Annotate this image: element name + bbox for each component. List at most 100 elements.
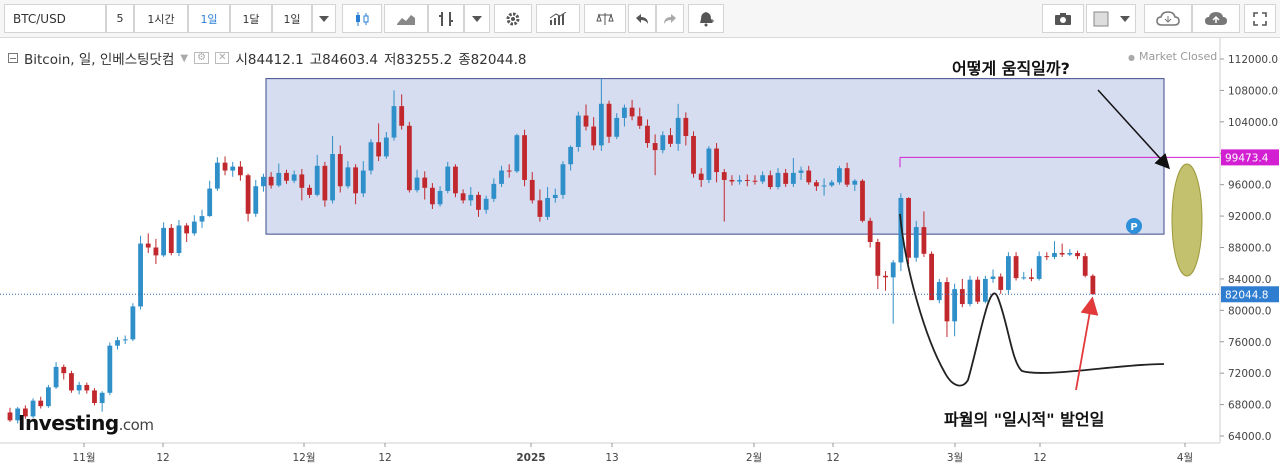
x-tick-label: 12월 (292, 452, 315, 464)
candle (468, 187, 474, 206)
settings-small-icon[interactable]: ⚙ (194, 52, 210, 64)
collapse-icon[interactable] (8, 53, 18, 63)
candle (376, 123, 382, 162)
candle (837, 165, 842, 185)
candle (1013, 252, 1019, 281)
x-tick-label: 12 (378, 452, 391, 464)
candle (1067, 249, 1073, 257)
chevron-down-icon[interactable] (464, 4, 490, 33)
interval-1h[interactable]: 1시간 (134, 4, 188, 33)
candle (145, 233, 151, 253)
area-chart-icon[interactable] (384, 4, 428, 33)
interval-5[interactable]: 5 (106, 4, 134, 33)
candle (737, 175, 742, 185)
interval-1month[interactable]: 1달 (230, 4, 272, 33)
candle (422, 171, 428, 200)
candle (614, 113, 620, 140)
chevron-down-icon[interactable]: ▼ (180, 52, 189, 64)
interval-dropdown[interactable]: 1일 (272, 4, 312, 33)
legend-high: 고84603.4 (309, 52, 378, 68)
candle (46, 384, 51, 408)
candle (760, 171, 766, 184)
candle (721, 168, 727, 222)
investing-logo: Investing.com (18, 411, 154, 435)
candle (698, 168, 704, 188)
candle (84, 382, 90, 394)
cloud-download-icon[interactable] (1144, 4, 1192, 33)
candle (591, 117, 597, 151)
candle (245, 173, 251, 222)
candle (598, 78, 604, 151)
chevron-down-icon[interactable] (312, 4, 336, 33)
candle (115, 337, 120, 350)
candle (913, 220, 919, 262)
y-tick-label: 92000.0 (1228, 211, 1271, 223)
arrow-red (1075, 296, 1099, 391)
candle (499, 165, 504, 188)
candle (138, 235, 143, 310)
cloud-upload-icon[interactable] (1192, 4, 1240, 33)
candle (92, 388, 97, 406)
candle (606, 100, 612, 144)
candle (929, 251, 934, 301)
fullscreen-icon[interactable] (1244, 4, 1276, 33)
candle (261, 173, 266, 192)
x-tick-label: 12 (826, 452, 839, 464)
x-tick-label: 2월 (746, 452, 762, 464)
candle (1052, 241, 1057, 260)
candle (491, 178, 497, 202)
candle (806, 165, 812, 185)
indicators-icon[interactable] (536, 4, 580, 33)
alert-bell-icon[interactable] (688, 4, 724, 33)
candle (729, 175, 735, 186)
close-small-icon[interactable]: ✕ (215, 52, 230, 64)
price-chart[interactable]: P 64000.0 68000.0 72000.0 76000.0 80000.0 840… (0, 38, 1280, 468)
candle (476, 191, 481, 217)
candle (952, 283, 958, 337)
chart-legend: Bitcoin, 일, 인베스팅닷컴 ▼ ⚙ ✕ 시84412.1 고84603… (8, 48, 526, 68)
redo-icon[interactable] (656, 4, 684, 33)
candle (184, 223, 190, 243)
candle (453, 164, 458, 198)
legend-title: Bitcoin, 일, 인베스팅닷컴 (24, 52, 175, 68)
color-picker[interactable] (1086, 4, 1136, 33)
compare-scale-icon[interactable] (584, 4, 626, 33)
camera-icon[interactable] (1042, 4, 1084, 33)
interval-1d[interactable]: 1일 (188, 4, 230, 33)
candle (399, 94, 405, 130)
candle (514, 133, 520, 173)
y-axis: 64000.0 68000.0 72000.0 76000.0 80000.0 84000… (0, 38, 1279, 444)
candle (545, 187, 550, 221)
candle (706, 146, 712, 184)
candle (38, 396, 44, 409)
candle (1082, 252, 1088, 278)
candle (568, 145, 574, 171)
candle (683, 112, 689, 146)
candle (268, 172, 274, 189)
candle (583, 104, 589, 131)
candle (15, 406, 21, 424)
candle (161, 222, 166, 257)
y-tick-label: 104000.0 (1228, 117, 1278, 129)
candlestick-icon[interactable] (342, 4, 382, 33)
candle (61, 364, 67, 380)
candle (944, 277, 950, 338)
candle (460, 189, 466, 204)
candle (1006, 252, 1011, 294)
candles (7, 78, 1096, 424)
candle (130, 303, 136, 341)
toolbar: BTC/USD 5 1시간 1일 1달 1일 (0, 0, 1280, 38)
chart-area[interactable]: P 64000.0 68000.0 72000.0 76000.0 80000.0 840… (0, 38, 1280, 468)
candle (844, 162, 850, 188)
candle (1029, 268, 1034, 282)
symbol-selector[interactable]: BTC/USD (4, 4, 106, 33)
candle (1090, 274, 1096, 295)
candle (253, 179, 259, 217)
candle (790, 157, 796, 188)
undo-icon[interactable] (628, 4, 656, 33)
candle (1021, 271, 1027, 280)
annotation-note: 파월의 "일시적" 발언일 (944, 410, 1105, 429)
gear-icon[interactable] (494, 4, 532, 33)
bar-chart-icon[interactable] (428, 4, 464, 33)
candle (560, 161, 566, 199)
